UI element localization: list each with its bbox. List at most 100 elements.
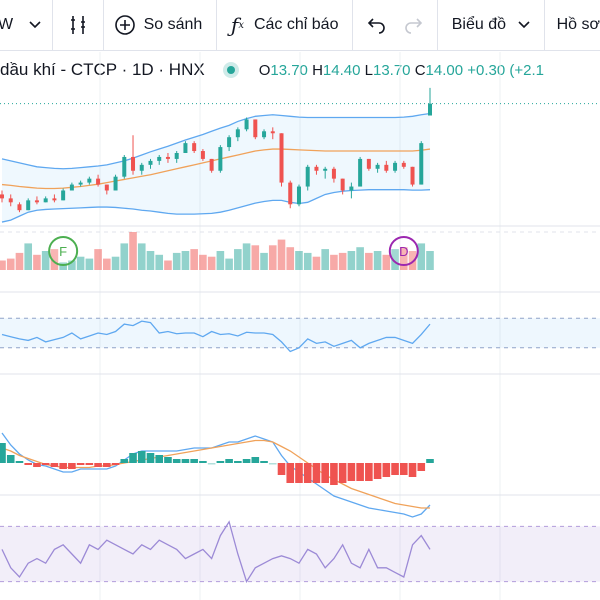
volume-bar	[33, 254, 41, 270]
volume-bar	[426, 251, 434, 270]
macd-histogram-bar	[24, 463, 33, 465]
stoch-band	[0, 526, 600, 582]
volume-bar	[181, 251, 190, 270]
volume-bar	[234, 249, 242, 270]
symbol-description: dầu khí - CTCP · 1D · HNX	[0, 60, 205, 79]
volume-bar	[137, 243, 146, 270]
volume-bar	[260, 252, 268, 270]
volume-bar	[76, 256, 85, 270]
compare-button[interactable]: So sánh	[104, 0, 217, 50]
candle-body	[358, 158, 363, 187]
macd-histogram-bar	[330, 463, 338, 485]
macd-histogram-bar	[399, 463, 408, 475]
macd-histogram-bar	[260, 461, 268, 463]
stoch-line	[1, 520, 431, 584]
candle-body	[34, 200, 39, 203]
volume-bar	[94, 249, 102, 270]
candle-body	[174, 153, 179, 159]
candle-body	[148, 160, 153, 165]
chart-type-label: Biểu đồ	[451, 16, 506, 33]
candle-body	[131, 156, 136, 171]
candle-body	[113, 176, 118, 191]
candle-body	[401, 162, 406, 167]
volume-bar	[15, 252, 24, 270]
chart-type-button[interactable]: Biểu đồ	[438, 0, 544, 50]
compare-label: So sánh	[143, 16, 203, 33]
candle-body	[235, 129, 240, 138]
macd-histogram-bar	[146, 453, 155, 463]
interval-text: W	[0, 16, 14, 33]
macd-histogram-bar	[365, 463, 373, 481]
candle-body	[139, 164, 144, 171]
volume-bar	[225, 258, 233, 270]
macd-histogram-bar	[417, 463, 426, 471]
volume-bar	[312, 256, 321, 270]
volume-bar	[216, 251, 225, 270]
macd-histogram-bar	[268, 463, 277, 465]
candle-body	[262, 131, 267, 138]
redo-icon	[403, 16, 423, 34]
volume-bar	[50, 249, 59, 270]
volume-bar	[321, 249, 329, 270]
volume-bar	[172, 252, 181, 270]
chevron-down-icon	[29, 21, 41, 29]
candle-body	[288, 182, 293, 205]
plus-circle-icon	[114, 14, 136, 36]
low-key: L	[364, 61, 373, 79]
macd-histogram-bar	[312, 463, 321, 483]
macd-histogram-bar	[347, 463, 356, 481]
macd-histogram-bar	[15, 461, 24, 463]
open-key: O	[258, 61, 271, 79]
ohlc-values: O13.70 H14.40 L13.70 C14.00 +0.30 (+2.1	[259, 62, 544, 79]
bar-replay-button[interactable]	[53, 0, 103, 50]
market-status-dot[interactable]	[226, 66, 235, 74]
volume-bar	[303, 252, 312, 270]
interval-selector[interactable]: W	[0, 0, 41, 50]
symbol-legend: dầu khí - CTCP · 1D · HNX O13.70 H14.40 …	[0, 58, 544, 82]
candle-body	[279, 133, 284, 183]
macd-histogram-bar	[391, 463, 399, 475]
macd-histogram-bar	[76, 463, 85, 465]
macd-line	[1, 432, 431, 518]
candle-body	[314, 166, 319, 171]
macd-histogram-bar	[120, 459, 129, 463]
volume-bar	[338, 252, 347, 270]
volume-bar	[24, 243, 33, 270]
volume-bar	[155, 254, 164, 270]
macd-histogram-bar	[382, 463, 391, 477]
candle-body	[227, 137, 232, 148]
volume-bar	[286, 247, 295, 270]
undo-button[interactable]	[353, 0, 397, 50]
toolbar-divider	[543, 0, 545, 50]
macd-histogram-bar	[286, 463, 295, 483]
macd-histogram-bar	[181, 459, 190, 463]
volume-bar	[356, 247, 364, 270]
macd-histogram-bar	[6, 455, 15, 463]
change-value: +0.30 (+2.1	[467, 61, 544, 79]
rsi-band	[0, 318, 600, 348]
candle-body	[323, 168, 328, 171]
volume-bar	[85, 258, 94, 270]
candle-body	[331, 168, 336, 179]
volume-bar	[146, 251, 155, 270]
volume-bar	[129, 232, 137, 270]
toolbar-divider	[102, 0, 104, 50]
bollinger-upper-line	[1, 112, 431, 170]
volume-bar	[111, 256, 120, 270]
candles-icon	[67, 14, 89, 36]
macd-histogram-bar	[426, 459, 434, 463]
volume-bar	[399, 247, 408, 270]
candle-body	[305, 166, 310, 187]
profile-button[interactable]: Hồ sơ	[545, 0, 600, 50]
macd-histogram-bar	[321, 463, 329, 483]
undo-icon	[367, 16, 387, 34]
volume-bar	[382, 254, 391, 270]
redo-button[interactable]	[397, 0, 437, 50]
macd-histogram-bar	[172, 459, 181, 463]
macd-histogram-bar	[137, 451, 146, 463]
volume-bar	[6, 258, 15, 270]
toolbar-divider	[216, 0, 217, 50]
volume-bar	[207, 256, 216, 270]
